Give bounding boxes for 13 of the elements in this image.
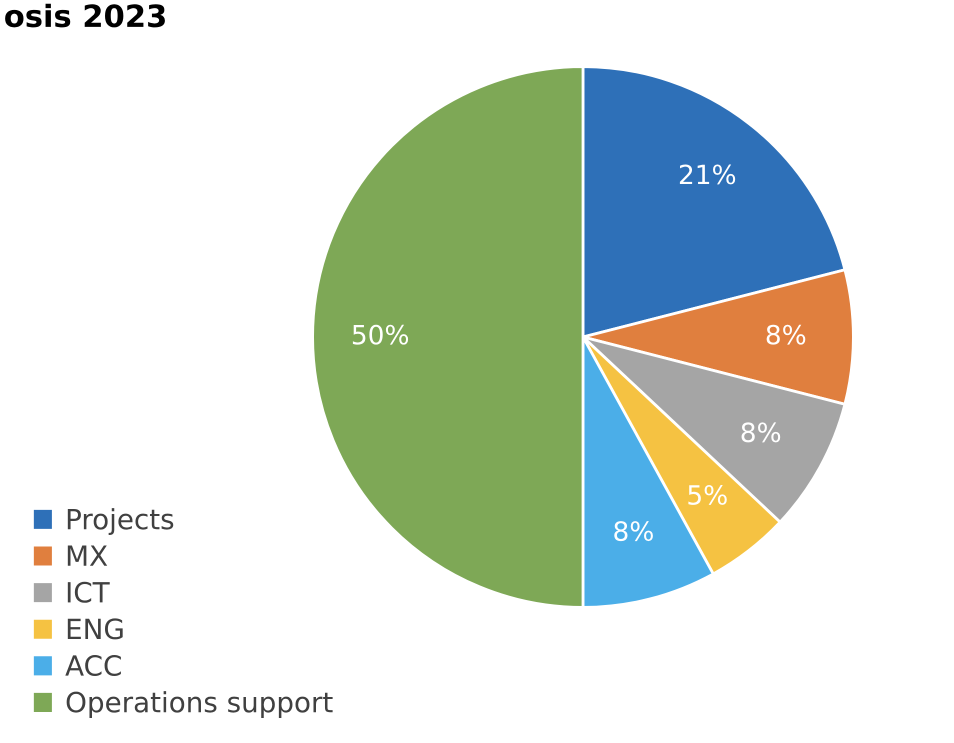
data-label: 5% [688, 484, 727, 505]
data-label: 50% [352, 324, 408, 345]
legend-label: ENG [68, 618, 123, 640]
legend-label: ACC [65, 655, 121, 676]
legend-label: ICT [68, 582, 110, 603]
legend-label: Operations support [66, 691, 333, 718]
legend-label: MX [68, 546, 108, 566]
data-label: 8% [766, 324, 806, 345]
chart-title: osis 2023 [5, 4, 165, 28]
data-label: 8% [614, 521, 653, 542]
data-label: 8% [742, 422, 780, 442]
data-label: 21% [680, 164, 736, 184]
legend-label: Projects [68, 508, 174, 535]
